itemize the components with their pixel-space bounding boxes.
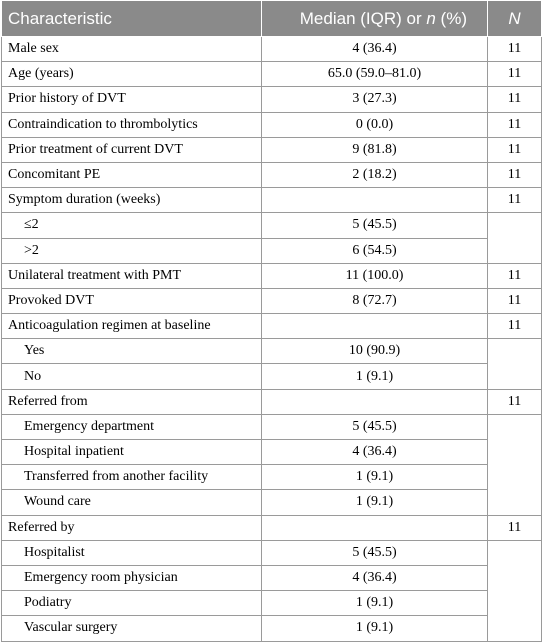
row-label: Transferred from another facility xyxy=(1,464,262,491)
row-n: 11 xyxy=(487,86,542,113)
row-n-empty xyxy=(487,338,542,390)
table-row: Podiatry 1 (9.1) xyxy=(1,590,542,617)
row-value: 3 (27.3) xyxy=(261,86,488,113)
row-n: 11 xyxy=(487,61,542,88)
row-n-empty xyxy=(487,413,542,516)
table-row: ≤2 5 (45.5) xyxy=(1,212,542,264)
row-n: 11 xyxy=(487,313,542,340)
table-row: Male sex 4 (36.4) 11 xyxy=(1,35,542,63)
table-row: Prior history of DVT 3 (27.3) 11 xyxy=(1,86,542,113)
row-value: 5 (45.5) xyxy=(261,539,488,566)
row-n: 11 xyxy=(487,388,542,415)
table-row: Wound care 1 (9.1) xyxy=(1,489,542,516)
header-characteristic: Characteristic xyxy=(1,0,262,37)
row-value: 0 (0.0) xyxy=(261,111,488,138)
row-label: Vascular surgery xyxy=(1,615,262,642)
header-value-suffix: (%) xyxy=(435,8,467,28)
row-value: 5 (45.5) xyxy=(261,413,488,441)
table-header: Characteristic Median (IQR) or n (%) N xyxy=(1,0,542,37)
row-value xyxy=(261,388,488,415)
row-n-empty xyxy=(487,212,542,264)
row-label: Unilateral treatment with PMT xyxy=(1,262,262,289)
row-value: 1 (9.1) xyxy=(261,590,488,617)
row-value: 1 (9.1) xyxy=(261,363,488,390)
row-label: Referred by xyxy=(1,514,262,541)
table-body: Male sex 4 (36.4) 11 Age (years) 65.0 (59.0–… xyxy=(1,35,542,642)
row-label: Concomitant PE xyxy=(1,161,262,189)
table-row: Yes 10 (90.9) xyxy=(1,338,542,390)
row-n: 11 xyxy=(487,161,542,189)
row-label: Symptom duration (weeks) xyxy=(1,187,262,214)
row-label: Emergency department xyxy=(1,413,262,441)
row-value: 65.0 (59.0–81.0) xyxy=(261,61,488,88)
row-label: Podiatry xyxy=(1,590,262,617)
table-row: Referred by 11 xyxy=(1,514,542,541)
row-value: 4 (36.4) xyxy=(261,35,488,63)
table-row: Transferred from another facility 1 (9.1) xyxy=(1,464,542,491)
table-row: Vascular surgery 1 (9.1) xyxy=(1,615,542,642)
row-label: Provoked DVT xyxy=(1,287,262,315)
table-row: Age (years) 65.0 (59.0–81.0) 11 xyxy=(1,61,542,88)
table-row: Provoked DVT 8 (72.7) 11 xyxy=(1,287,542,315)
row-label: >2 xyxy=(1,237,262,264)
header-value-prefix: Median (IQR) or xyxy=(299,8,427,28)
row-value: 2 (18.2) xyxy=(261,161,488,189)
row-value: 6 (54.5) xyxy=(261,237,488,264)
row-value xyxy=(261,313,488,340)
row-value xyxy=(261,514,488,541)
row-label: Age (years) xyxy=(1,61,262,88)
row-n: 11 xyxy=(487,287,542,315)
row-value: 5 (45.5) xyxy=(261,212,488,239)
table-row: Prior treatment of current DVT 9 (81.8) 11 xyxy=(1,136,542,163)
header-n: N xyxy=(487,0,542,37)
row-label: Emergency room physician xyxy=(1,564,262,592)
row-label: No xyxy=(1,363,262,390)
row-value: 10 (90.9) xyxy=(261,338,488,365)
table-row: Hospital inpatient 4 (36.4) xyxy=(1,438,542,466)
table-row: No 1 (9.1) xyxy=(1,363,542,390)
table-row: Unilateral treatment with PMT 11 (100.0) 1… xyxy=(1,262,542,289)
row-label: Wound care xyxy=(1,489,262,516)
header-median-iqr: Median (IQR) or n (%) xyxy=(261,0,488,37)
row-value: 1 (9.1) xyxy=(261,464,488,491)
row-n: 11 xyxy=(487,514,542,541)
row-label: Male sex xyxy=(1,35,262,63)
table-row: Referred from 11 xyxy=(1,388,542,415)
row-value: 11 (100.0) xyxy=(261,262,488,289)
row-label: Hospital inpatient xyxy=(1,438,262,466)
row-n: 11 xyxy=(487,262,542,289)
row-n: 11 xyxy=(487,35,542,63)
table-row: Contraindication to thrombolytics 0 (0.0)… xyxy=(1,111,542,138)
table-row: Emergency room physician 4 (36.4) xyxy=(1,564,542,592)
row-n: 11 xyxy=(487,187,542,214)
header-value-n: n xyxy=(426,8,436,28)
row-label: Yes xyxy=(1,338,262,365)
row-value: 4 (36.4) xyxy=(261,438,488,466)
row-value: 4 (36.4) xyxy=(261,564,488,592)
row-label: Hospitalist xyxy=(1,539,262,566)
table-row: Anticoagulation regimen at baseline 11 xyxy=(1,313,542,340)
header-n-label: N xyxy=(508,8,521,28)
row-label: ≤2 xyxy=(1,212,262,239)
row-n: 11 xyxy=(487,111,542,138)
row-label: Referred from xyxy=(1,388,262,415)
row-value: 8 (72.7) xyxy=(261,287,488,315)
table-row: Concomitant PE 2 (18.2) 11 xyxy=(1,161,542,189)
table-row: >2 6 (54.5) xyxy=(1,237,542,264)
row-label: Contraindication to thrombolytics xyxy=(1,111,262,138)
header-row: Characteristic Median (IQR) or n (%) N xyxy=(1,0,542,37)
row-label: Prior treatment of current DVT xyxy=(1,136,262,163)
row-value: 9 (81.8) xyxy=(261,136,488,163)
row-value: 1 (9.1) xyxy=(261,615,488,642)
row-value xyxy=(261,187,488,214)
row-label: Prior history of DVT xyxy=(1,86,262,113)
table-row: Symptom duration (weeks) 11 xyxy=(1,187,542,214)
table-row: Hospitalist 5 (45.5) xyxy=(1,539,542,642)
row-n: 11 xyxy=(487,136,542,163)
row-value: 1 (9.1) xyxy=(261,489,488,516)
row-n-empty xyxy=(487,539,542,642)
table-row: Emergency department 5 (45.5) xyxy=(1,413,542,516)
row-label: Anticoagulation regimen at baseline xyxy=(1,313,262,340)
